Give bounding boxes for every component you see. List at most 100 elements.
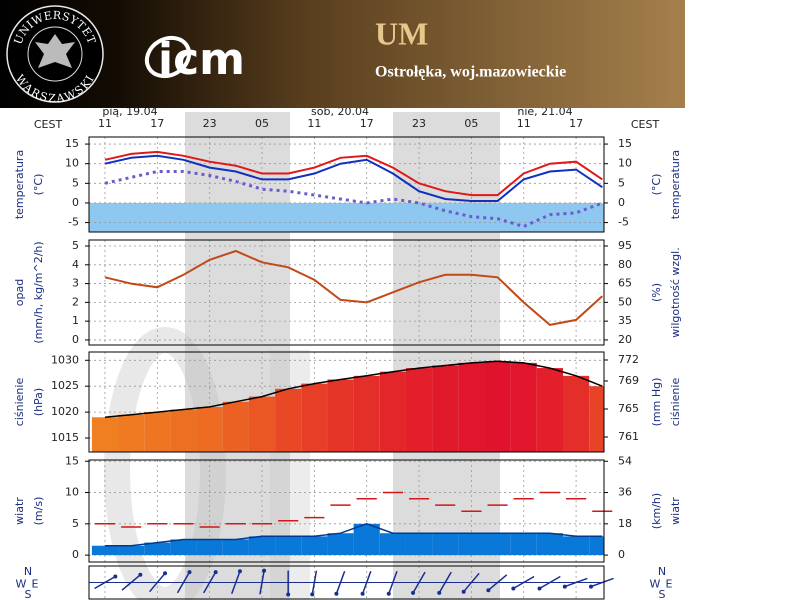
banner: UNIWERSYTET WARSZAWSKI icm UM Ostrołęka,… [0, 0, 685, 108]
wind-arrow [335, 570, 346, 595]
wind-arrow [564, 577, 588, 588]
y2-tick-label: 15 [618, 137, 632, 150]
y-tick-label: 1015 [51, 431, 79, 444]
y2-tick-label: 95 [618, 239, 632, 252]
compass-label: W [16, 578, 27, 591]
wind-arrow-head [562, 584, 567, 589]
bar [562, 536, 590, 556]
bar [222, 539, 249, 556]
wind-arrow-head [537, 586, 542, 591]
y-tick-label: 1030 [51, 353, 79, 366]
y2-axis-label: temperatura [669, 150, 682, 219]
wind-arrow-head [213, 570, 218, 575]
bar [432, 533, 459, 556]
x-tick-label: 23 [203, 117, 217, 130]
bar [379, 533, 406, 556]
y2-axis-label: wiatr [669, 497, 682, 525]
bar [170, 539, 197, 556]
bar [196, 406, 223, 452]
y2-tick-label: 0 [618, 196, 625, 209]
wind-arrow [590, 577, 614, 588]
wind-arrow-head [386, 591, 391, 596]
bar [275, 388, 302, 452]
wind-arrow-head [360, 591, 365, 596]
compass-label: E [32, 578, 39, 591]
x-tick-label: 17 [360, 117, 374, 130]
y-tick-label: 0 [72, 333, 79, 346]
night-band [393, 112, 500, 600]
bar [589, 536, 604, 556]
bar [222, 401, 249, 452]
wind-arrow-head [163, 571, 168, 576]
compass-label: E [666, 578, 673, 591]
wind-arrow [149, 572, 166, 593]
bar [536, 533, 563, 556]
y2-tick-label: 10 [618, 157, 632, 170]
compass-label: N [24, 565, 32, 578]
y-tick-label: 15 [65, 454, 79, 467]
compass-label: S [659, 588, 666, 600]
wind-arrow [412, 571, 426, 594]
wind-arrow [438, 571, 452, 594]
y-axis-label: ciśnienie [13, 378, 26, 427]
series-line [104, 154, 603, 202]
wind-arrow [512, 575, 535, 590]
y2-axis-label: (mm Hg) [650, 378, 663, 427]
bar [405, 533, 433, 556]
wind-arrow-head [237, 569, 242, 574]
y-axis-label: wiatr [13, 497, 26, 525]
y-tick-label: 5 [72, 517, 79, 530]
compass-label: W [650, 578, 661, 591]
series-line [104, 170, 603, 229]
x-tick-label: 05 [464, 117, 478, 130]
y-axis-label: (°C) [32, 174, 45, 196]
y-tick-label: 15 [65, 137, 79, 150]
wind-arrow-head [187, 570, 192, 575]
y-tick-label: 3 [72, 277, 79, 290]
wind-arrow [539, 575, 561, 590]
bar [301, 536, 328, 556]
y-tick-label: 4 [72, 258, 79, 271]
seal-eagle [35, 34, 75, 68]
wind-arrow [259, 570, 265, 595]
wind-arrow [311, 570, 318, 595]
bar [562, 375, 590, 452]
y2-tick-label: 36 [618, 486, 632, 499]
wind-arrow-head [262, 568, 267, 573]
bar [91, 545, 119, 556]
y2-axis-label: ciśnienie [669, 378, 682, 427]
banner-background [0, 0, 685, 108]
below-zero-band [89, 202, 604, 232]
wind-arrow [176, 571, 191, 594]
y2-tick-label: 54 [618, 454, 632, 467]
y2-tick-label: 769 [618, 374, 639, 387]
y2-tick-label: 18 [618, 517, 632, 530]
bar [510, 362, 537, 452]
seal-inner [27, 26, 83, 82]
wind-arrow-head [511, 586, 516, 591]
date-label: sob, 20.04 [311, 105, 369, 118]
bar [405, 368, 433, 452]
wind-arrow [388, 570, 398, 595]
compass-label: N [658, 565, 666, 578]
date-label: nie, 21.04 [517, 105, 572, 118]
x-tick-label: 11 [307, 117, 321, 130]
bar [275, 536, 302, 556]
wind-arrow-head [334, 591, 339, 596]
bar [510, 533, 537, 556]
x-tick-label: 11 [517, 117, 531, 130]
y-tick-label: 0 [72, 196, 79, 209]
wind-arrow-head [486, 588, 491, 593]
bar [484, 533, 511, 556]
y2-axis-label: (%) [650, 283, 663, 302]
y-tick-label: 1 [72, 314, 79, 327]
wind-arrow-head [437, 590, 442, 595]
wind-arrow [203, 571, 217, 594]
bar [301, 383, 328, 452]
y2-tick-label: 765 [618, 402, 639, 415]
y2-axis-label: wilgotność wzgl. [669, 247, 682, 337]
y-axis-label: (mm/h, kg/m^2/h) [32, 241, 45, 343]
timezone-label: CEST [34, 118, 63, 131]
wind-arrow-head [411, 590, 416, 595]
y-tick-label: -5 [68, 216, 79, 229]
